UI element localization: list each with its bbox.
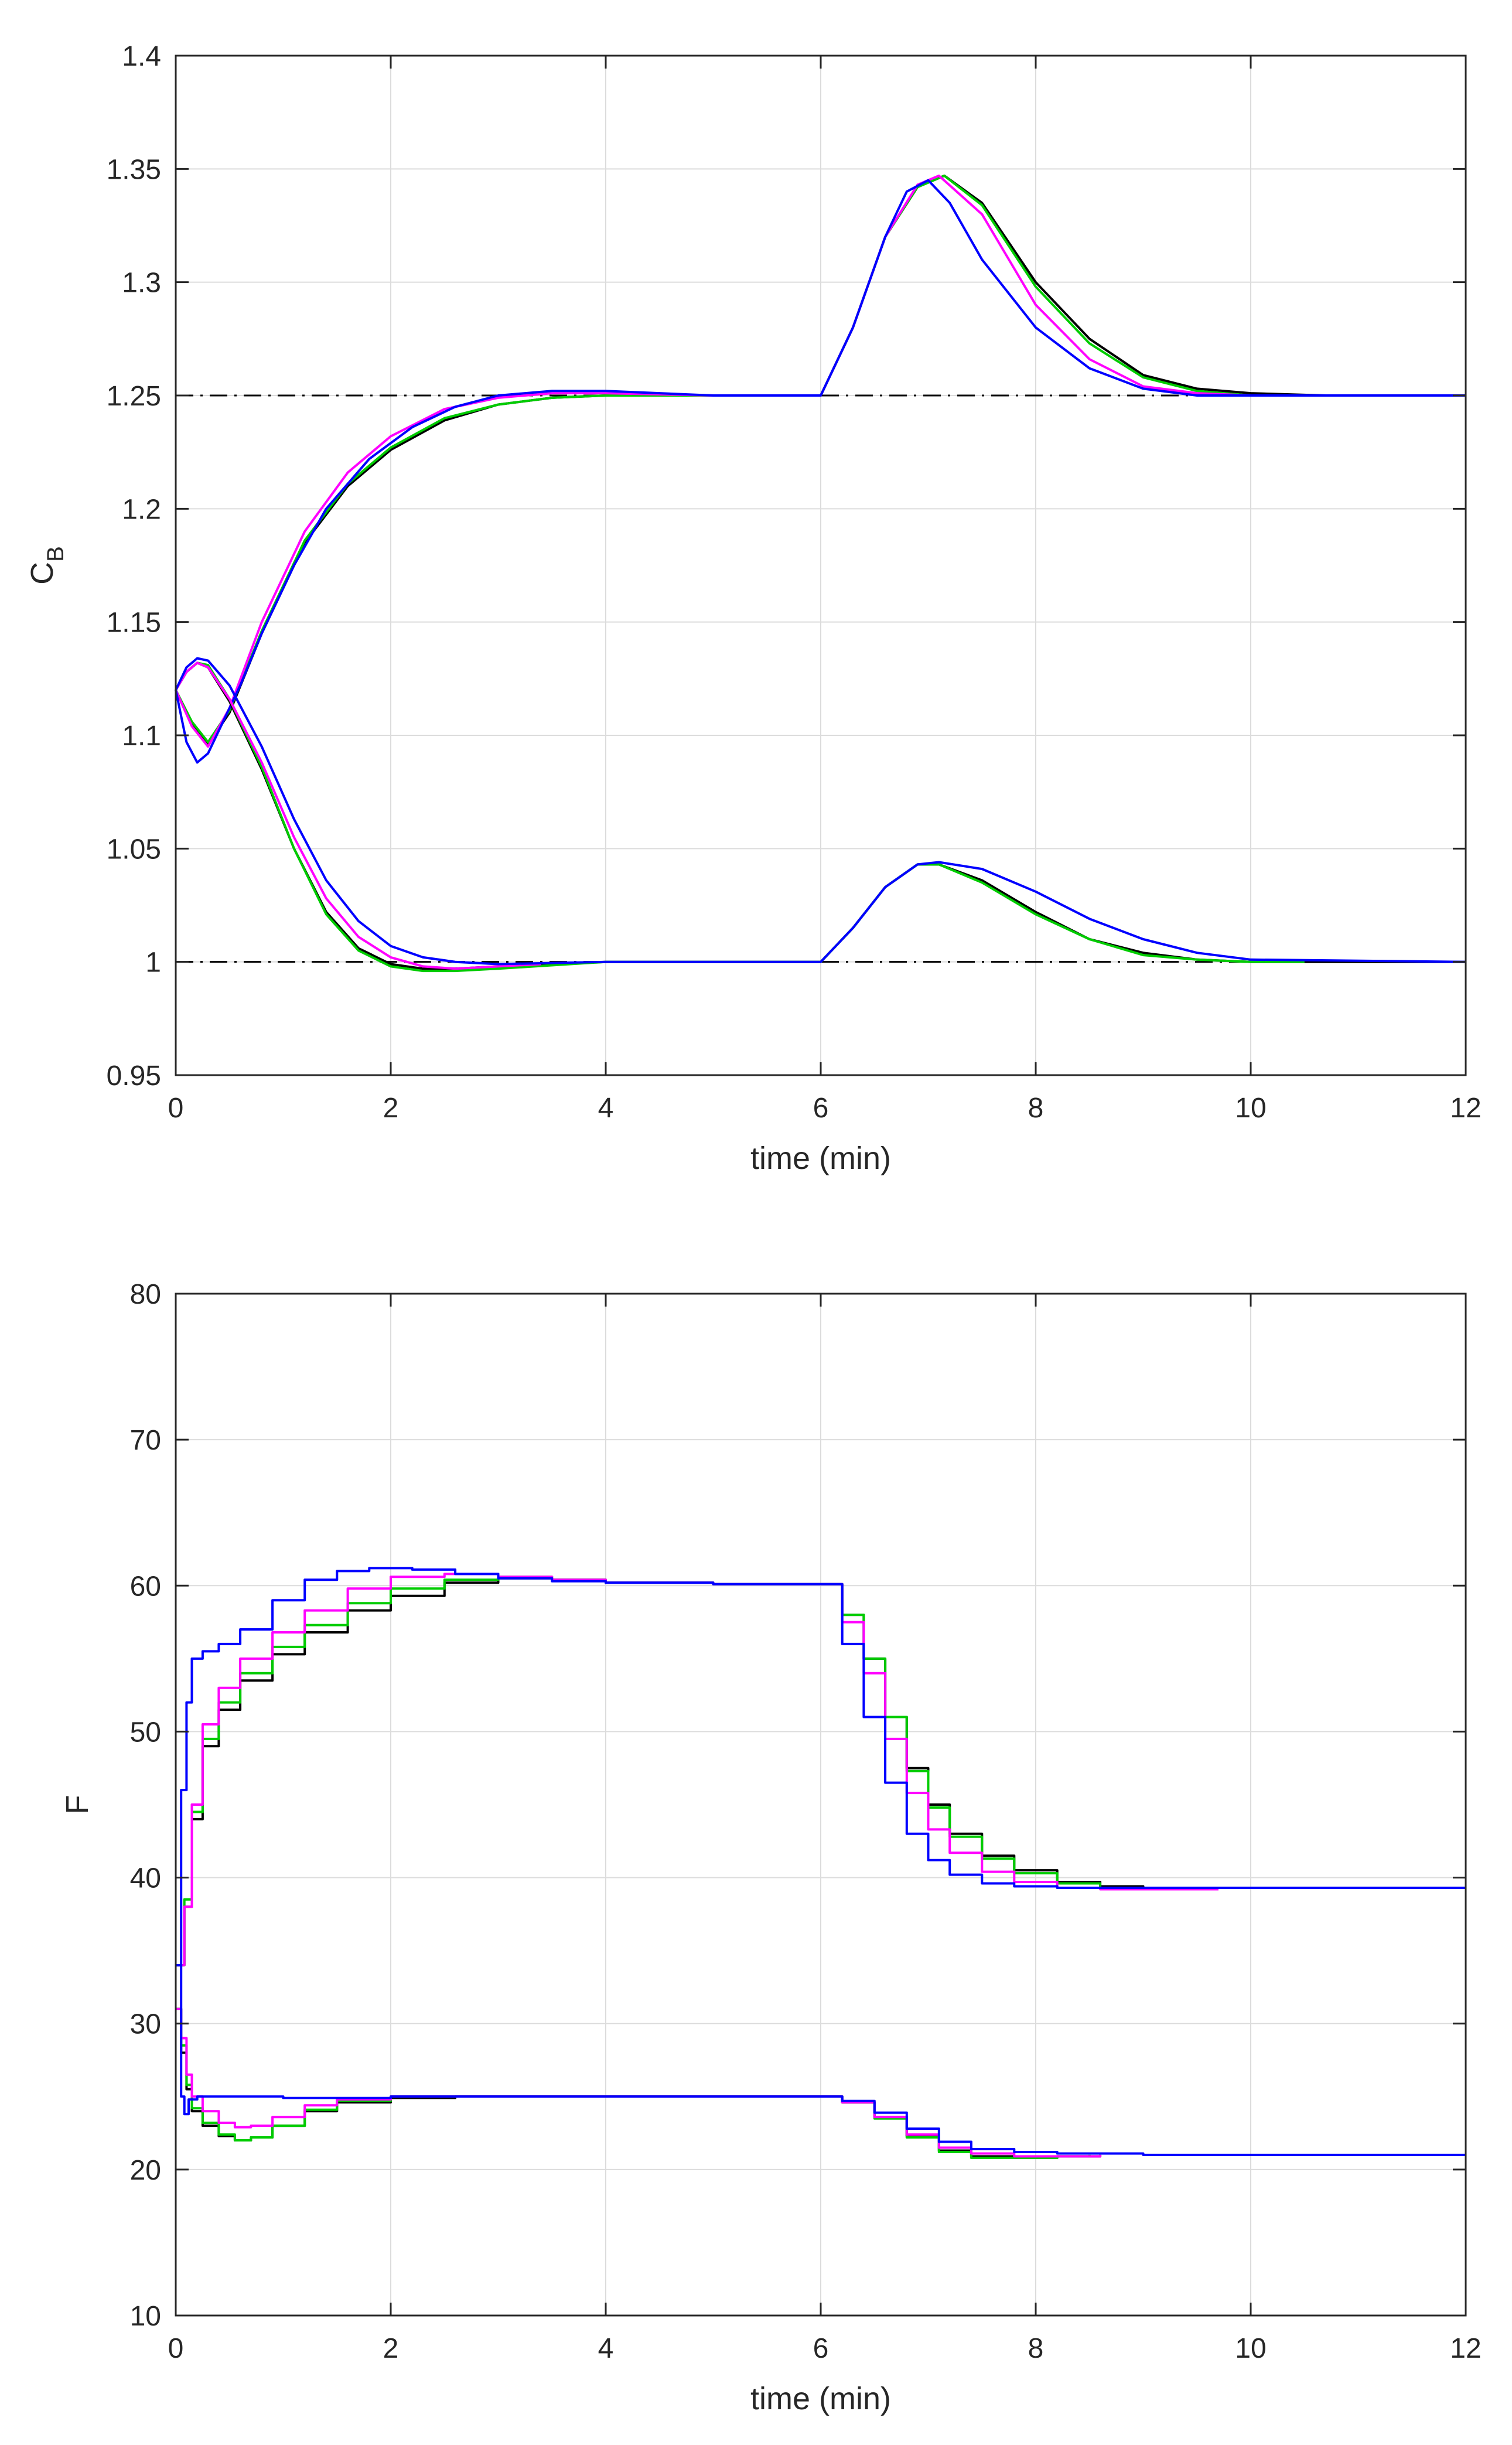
- x-tick-label: 12: [1450, 1093, 1481, 1124]
- chart-cb: 0 2 4 6 8 10 12 0.95 1 1.05 1.1 1.15 1.2 1.25 1.3 1.35 1…: [25, 41, 1482, 1176]
- y-tick-label: 60: [130, 1571, 161, 1602]
- y-tick-label: 1.05: [107, 834, 161, 865]
- x-tick-label: 0: [168, 2333, 184, 2364]
- y-axis-label-main: C: [25, 562, 60, 585]
- chart-f: 0 2 4 6 8 10 12 10 20 30 40 50 60 70 80 time (min) F: [60, 1279, 1482, 2416]
- y-tick-label: 20: [130, 2155, 161, 2186]
- x-tick-label: 12: [1450, 2333, 1481, 2364]
- series-line-magenta-lower: [175, 661, 542, 970]
- x-tick-label: 6: [813, 1093, 829, 1124]
- y-tick-label: 1.4: [122, 41, 161, 72]
- x-tick-label: 2: [383, 2333, 399, 2364]
- series-line-blue-lower: [175, 657, 1466, 966]
- x-tick-label: 4: [598, 2333, 614, 2364]
- x-tick-label: 10: [1235, 2333, 1266, 2364]
- y-tick-label: 1.25: [107, 381, 161, 412]
- y-tick-label: 30: [130, 2009, 161, 2040]
- y-axis-label-main: F: [60, 1795, 95, 1815]
- x-axis-label: time (min): [750, 1141, 891, 1176]
- y-axis-label: F: [60, 1795, 95, 1815]
- x-tick-label: 8: [1028, 2333, 1044, 2364]
- y-tick-label: 0.95: [107, 1060, 161, 1092]
- x-tick-label: 6: [813, 2333, 829, 2364]
- y-tick-label: 70: [130, 1425, 161, 1456]
- y-tick-label: 80: [130, 1279, 161, 1310]
- x-tick-label: 8: [1028, 1093, 1044, 1124]
- series-line-blue-upper: [176, 1567, 1466, 1967]
- y-tick-label: 1.3: [122, 268, 161, 299]
- y-axis-label: CB: [25, 546, 69, 585]
- x-tick-label: 0: [168, 1093, 184, 1124]
- y-axis-label-subscript: B: [43, 546, 69, 562]
- x-tick-label: 10: [1235, 1093, 1266, 1124]
- y-tick-label: 1.35: [107, 154, 161, 185]
- y-tick-label: 1.15: [107, 608, 161, 639]
- y-tick-label: 10: [130, 2301, 161, 2332]
- y-tick-label: 40: [130, 1863, 161, 1894]
- x-tick-label: 4: [598, 1093, 614, 1124]
- y-tick-label: 1: [145, 947, 161, 978]
- x-tick-label: 2: [383, 1093, 399, 1124]
- y-tick-label: 1.1: [122, 721, 161, 752]
- x-axis-label: time (min): [750, 2381, 891, 2416]
- y-tick-label: 50: [130, 1717, 161, 1748]
- y-tick-label: 1.2: [122, 494, 161, 525]
- series-line-blue-lower: [176, 1964, 1466, 2156]
